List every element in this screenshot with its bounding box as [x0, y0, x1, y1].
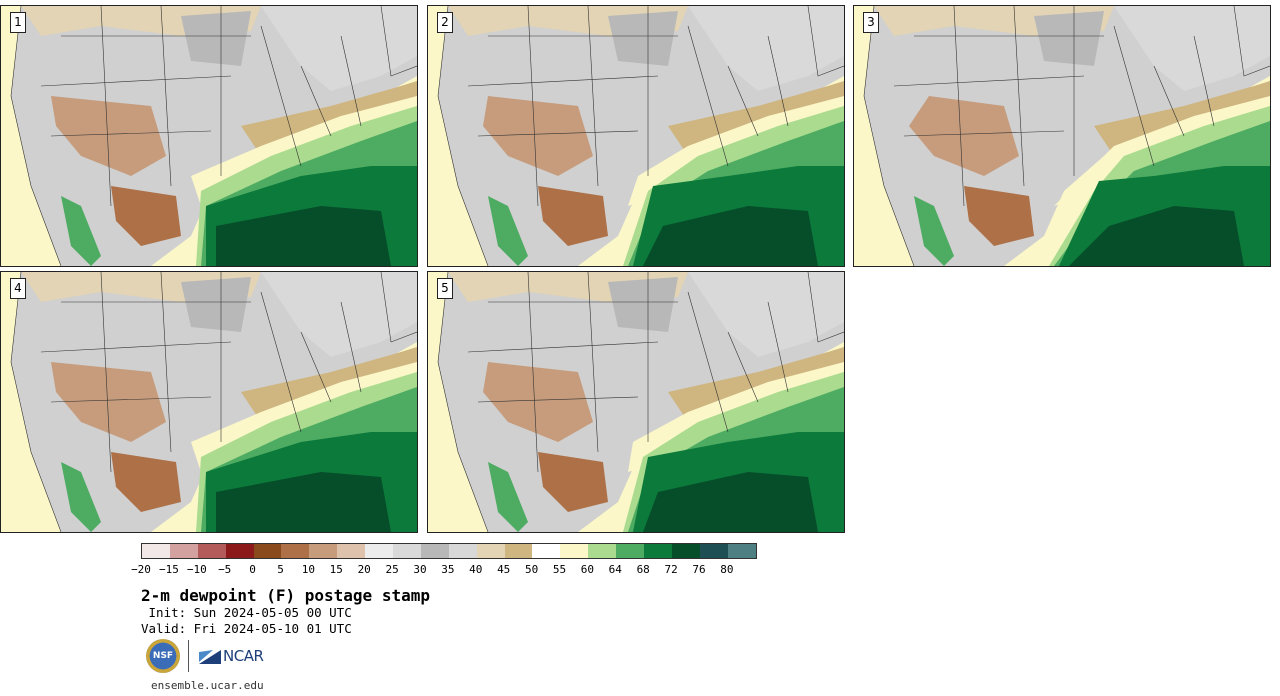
colorbar-swatch — [197, 544, 226, 558]
colorbar-tick-label: 50 — [524, 563, 539, 576]
dewpoint-map-4 — [1, 272, 417, 532]
dewpoint-map-2 — [428, 6, 844, 266]
colorbar — [141, 543, 757, 559]
colorbar-tick-label: −5 — [218, 563, 232, 576]
colorbar-swatch — [504, 544, 533, 558]
init-time: Init: Sun 2024-05-05 00 UTC — [141, 605, 352, 620]
colorbar-tick-label: 45 — [497, 563, 511, 576]
colorbar-swatch — [309, 544, 338, 558]
colorbar-tick-label: 64 — [608, 563, 622, 576]
nsf-logo-icon[interactable]: NSF — [146, 639, 180, 673]
map-panel-1: 1 — [0, 5, 418, 267]
ncar-logo[interactable]: NCAR — [199, 647, 264, 665]
chart-title: 2-m dewpoint (F) postage stamp — [141, 586, 430, 605]
colorbar-tick-label: −15 — [158, 563, 179, 576]
colorbar-swatch — [671, 544, 700, 558]
colorbar-swatch — [169, 544, 198, 558]
colorbar-swatch — [560, 544, 589, 558]
dewpoint-map-5 — [428, 272, 844, 532]
panel-number: 2 — [437, 12, 453, 33]
colorbar-tick-label: 35 — [441, 563, 455, 576]
map-panel-3: 3 — [853, 5, 1271, 267]
logos: NSF NCAR — [146, 638, 264, 674]
colorbar-tick-label: 60 — [580, 563, 595, 576]
logo-divider — [188, 640, 189, 672]
colorbar-swatch — [616, 544, 645, 558]
panel-number: 4 — [10, 278, 26, 299]
colorbar-tick-label: −10 — [186, 563, 207, 576]
colorbar-tick-label: 68 — [636, 563, 650, 576]
colorbar-swatch — [281, 544, 310, 558]
colorbar-ticks: −20 −15 −10 −5 0 5 10 15 20 25 30 35 40 45 50 55 60 64 68 7… — [131, 563, 841, 577]
colorbar-swatch — [225, 544, 254, 558]
colorbar-swatch — [253, 544, 282, 558]
colorbar-swatch — [476, 544, 505, 558]
dewpoint-map-1 — [1, 6, 417, 266]
colorbar-swatch — [588, 544, 617, 558]
colorbar-tick-label: 20 — [357, 563, 371, 576]
panel-number: 1 — [10, 12, 26, 33]
colorbar-swatch — [337, 544, 366, 558]
colorbar-swatch — [699, 544, 728, 558]
colorbar-swatch — [393, 544, 421, 558]
ncar-mark-icon — [199, 650, 221, 664]
colorbar-swatch — [727, 544, 756, 558]
colorbar-tick-label: 72 — [664, 563, 678, 576]
colorbar-tick-label: 30 — [413, 563, 427, 576]
valid-time: Valid: Fri 2024-05-10 01 UTC — [141, 621, 352, 636]
nsf-logo-text: NSF — [152, 651, 174, 661]
colorbar-swatch — [365, 544, 394, 558]
panel-number: 3 — [863, 12, 879, 33]
colorbar-tick-label: 10 — [301, 563, 316, 576]
colorbar-tick-label: 0 — [249, 563, 256, 576]
map-panel-4: 4 — [0, 271, 418, 533]
panel-number: 5 — [437, 278, 453, 299]
map-panel-2: 2 — [427, 5, 845, 267]
colorbar-swatch — [532, 544, 561, 558]
ncar-logo-text: NCAR — [223, 647, 264, 665]
colorbar-tick-label: 55 — [552, 563, 567, 576]
map-panel-5: 5 — [427, 271, 845, 533]
colorbar-tick-label: −20 — [131, 563, 151, 576]
dewpoint-map-3 — [854, 6, 1270, 266]
colorbar-swatch — [644, 544, 672, 558]
colorbar-tick-label: 40 — [469, 563, 483, 576]
colorbar-tick-label: 76 — [692, 563, 706, 576]
colorbar-tick-label: 25 — [385, 563, 399, 576]
colorbar-swatch — [420, 544, 449, 558]
site-url[interactable]: ensemble.ucar.edu — [151, 679, 264, 692]
colorbar-swatch — [448, 544, 477, 558]
colorbar-tick-label: 15 — [329, 563, 343, 576]
colorbar-swatch — [142, 544, 170, 558]
colorbar-tick-label: 80 — [720, 563, 734, 576]
colorbar-tick-label: 5 — [277, 563, 284, 576]
